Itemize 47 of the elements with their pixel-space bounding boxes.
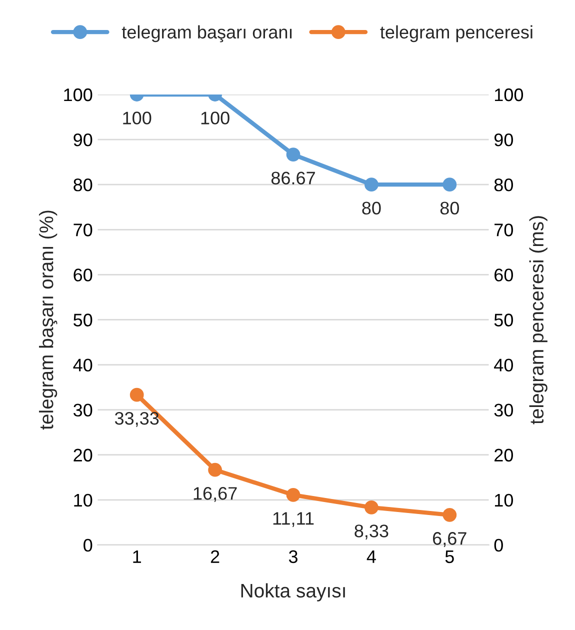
y2-tick-label: 80 (494, 178, 513, 192)
data-label: 100 (123, 112, 152, 124)
x-axis-title: Nokta sayısı (241, 583, 345, 602)
y-tick-label: 0 (84, 538, 92, 552)
y2-tick-label: 40 (494, 358, 513, 372)
data-label: 16,67 (194, 487, 237, 502)
y2-tick-label: 20 (494, 448, 513, 462)
y2-tick-label: 10 (494, 494, 513, 507)
x-tick-label: 2 (210, 550, 220, 563)
data-label: 86.67 (271, 172, 315, 184)
y-tick-label: 70 (74, 224, 92, 236)
y-tick-label: 40 (73, 358, 92, 372)
data-label: 11,11 (273, 512, 314, 527)
y2-tick-label: 50 (494, 314, 513, 326)
point (130, 388, 144, 402)
x-tick-label: 3 (288, 550, 298, 564)
y2-tick-label: 70 (494, 224, 513, 236)
y-tick-label: 30 (73, 404, 92, 417)
y-tick-label: 60 (74, 268, 92, 282)
y-axis-title: telegram başarı oranı (%) (39, 210, 58, 430)
y-tick-label: 10 (74, 494, 92, 507)
data-label: 8,33 (354, 524, 388, 540)
x-tick-label: 4 (366, 550, 376, 563)
legend-label: telegram penceresi (380, 25, 532, 42)
data-label: 100 (201, 112, 230, 124)
point (364, 500, 378, 514)
x-tick-label: 1 (133, 550, 141, 563)
point (286, 488, 300, 502)
x-tick-label: 5 (445, 550, 454, 564)
y2-tick-label: 100 (494, 88, 524, 102)
point (442, 508, 457, 522)
data-label: 6,67 (433, 532, 466, 547)
y-tick-label: 50 (74, 314, 92, 326)
y2-tick-label: 0 (494, 538, 503, 552)
y2-tick-label: 30 (494, 404, 513, 417)
legend-label: telegram başarı oranı (122, 25, 292, 42)
data-label: 80 (440, 202, 459, 215)
y-tick-label: 20 (74, 448, 92, 462)
point (208, 462, 222, 477)
data-label: 80 (362, 202, 381, 215)
y2-axis-title: telegram penceresi (ms) (529, 216, 548, 424)
y-tick-label: 100 (64, 88, 92, 102)
y2-tick-label: 60 (494, 268, 513, 282)
data-label: 33,33 (114, 412, 159, 427)
y-tick-label: 90 (74, 133, 92, 146)
y2-tick-label: 90 (494, 133, 513, 146)
y-tick-label: 80 (74, 178, 92, 192)
